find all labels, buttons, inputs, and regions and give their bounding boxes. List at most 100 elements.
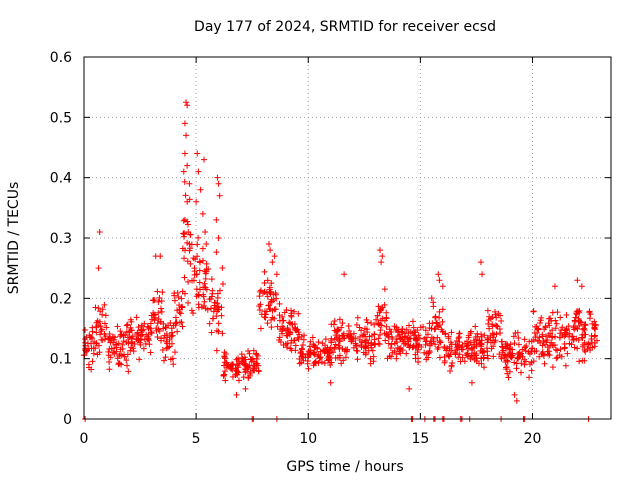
data-point: [199, 245, 206, 252]
data-point: [545, 320, 552, 327]
data-point: [557, 314, 564, 321]
data-point: [184, 258, 191, 265]
data-point: [98, 327, 105, 334]
data-point: [513, 397, 520, 404]
axis-ticks: [83, 56, 611, 420]
data-point: [422, 341, 429, 348]
data-point: [425, 354, 432, 361]
data-point: [332, 355, 339, 362]
data-point: [543, 339, 550, 346]
data-point: [389, 349, 396, 356]
data-point: [449, 359, 456, 366]
data-point: [553, 355, 560, 362]
data-point: [474, 330, 481, 337]
y-tick-label: 0.1: [50, 352, 72, 368]
data-point: [221, 371, 228, 378]
data-point: [267, 298, 274, 305]
data-point: [92, 304, 99, 311]
data-point: [175, 293, 182, 300]
data-point: [106, 336, 113, 343]
data-point: [402, 340, 409, 347]
data-point: [195, 301, 202, 308]
data-point: [177, 310, 184, 317]
data-point: [413, 336, 420, 343]
data-point: [202, 270, 209, 277]
data-point: [528, 367, 535, 374]
data-point: [300, 357, 307, 364]
data-point: [455, 335, 462, 342]
data-point: [186, 241, 193, 248]
data-point: [246, 372, 253, 379]
data-point: [187, 245, 194, 252]
data-point: [432, 325, 439, 332]
data-point: [103, 324, 110, 331]
data-point: [549, 309, 556, 316]
data-point: [159, 289, 166, 296]
y-tick-label: 0.5: [50, 110, 72, 126]
data-point: [467, 339, 474, 346]
data-point: [242, 360, 249, 367]
data-point: [493, 314, 500, 321]
data-point: [119, 345, 126, 352]
data-point: [183, 99, 190, 106]
data-point: [432, 314, 439, 321]
data-point: [147, 349, 154, 356]
data-point: [250, 362, 257, 369]
data-point: [257, 287, 264, 294]
data-point: [279, 313, 286, 320]
data-point: [178, 304, 185, 311]
data-point: [435, 344, 442, 351]
data-point: [409, 330, 416, 337]
data-point: [592, 326, 599, 333]
data-point: [426, 347, 433, 354]
data-point: [448, 329, 455, 336]
data-point: [516, 349, 523, 356]
data-point: [391, 340, 398, 347]
data-point: [536, 334, 543, 341]
data-point: [306, 351, 313, 358]
data-point: [268, 316, 275, 323]
data-point: [455, 354, 462, 361]
data-point: [444, 345, 451, 352]
data-point: [506, 345, 513, 352]
data-point: [150, 312, 157, 319]
data-point: [485, 336, 492, 343]
data-point: [558, 327, 565, 334]
data-point: [510, 333, 517, 340]
data-point: [90, 350, 97, 357]
data-point: [186, 180, 193, 187]
data-point: [238, 351, 245, 358]
data-point: [496, 326, 503, 333]
data-point: [138, 326, 145, 333]
data-point: [395, 329, 402, 336]
data-point: [447, 339, 454, 346]
data-point: [383, 323, 390, 330]
data-point: [448, 363, 455, 370]
data-point: [388, 341, 395, 348]
data-point: [113, 341, 120, 348]
data-point: [434, 320, 441, 327]
data-point: [276, 336, 283, 343]
data-point: [201, 280, 208, 287]
data-point: [273, 271, 280, 278]
data-point: [171, 297, 178, 304]
data-point: [295, 336, 302, 343]
data-point: [459, 346, 466, 353]
data-point: [257, 301, 264, 308]
data-point: [464, 350, 471, 357]
data-point: [484, 307, 491, 314]
data-point: [377, 317, 384, 324]
data-point: [185, 299, 192, 306]
data-point: [364, 319, 371, 326]
data-point: [291, 337, 298, 344]
data-point: [551, 283, 558, 290]
data-point: [284, 332, 291, 339]
data-point: [197, 259, 204, 266]
data-point: [404, 336, 411, 343]
data-point: [118, 361, 125, 368]
data-point: [211, 302, 218, 309]
data-point: [126, 329, 133, 336]
data-point: [179, 323, 186, 330]
data-point: [530, 308, 537, 315]
data-point: [448, 347, 455, 354]
